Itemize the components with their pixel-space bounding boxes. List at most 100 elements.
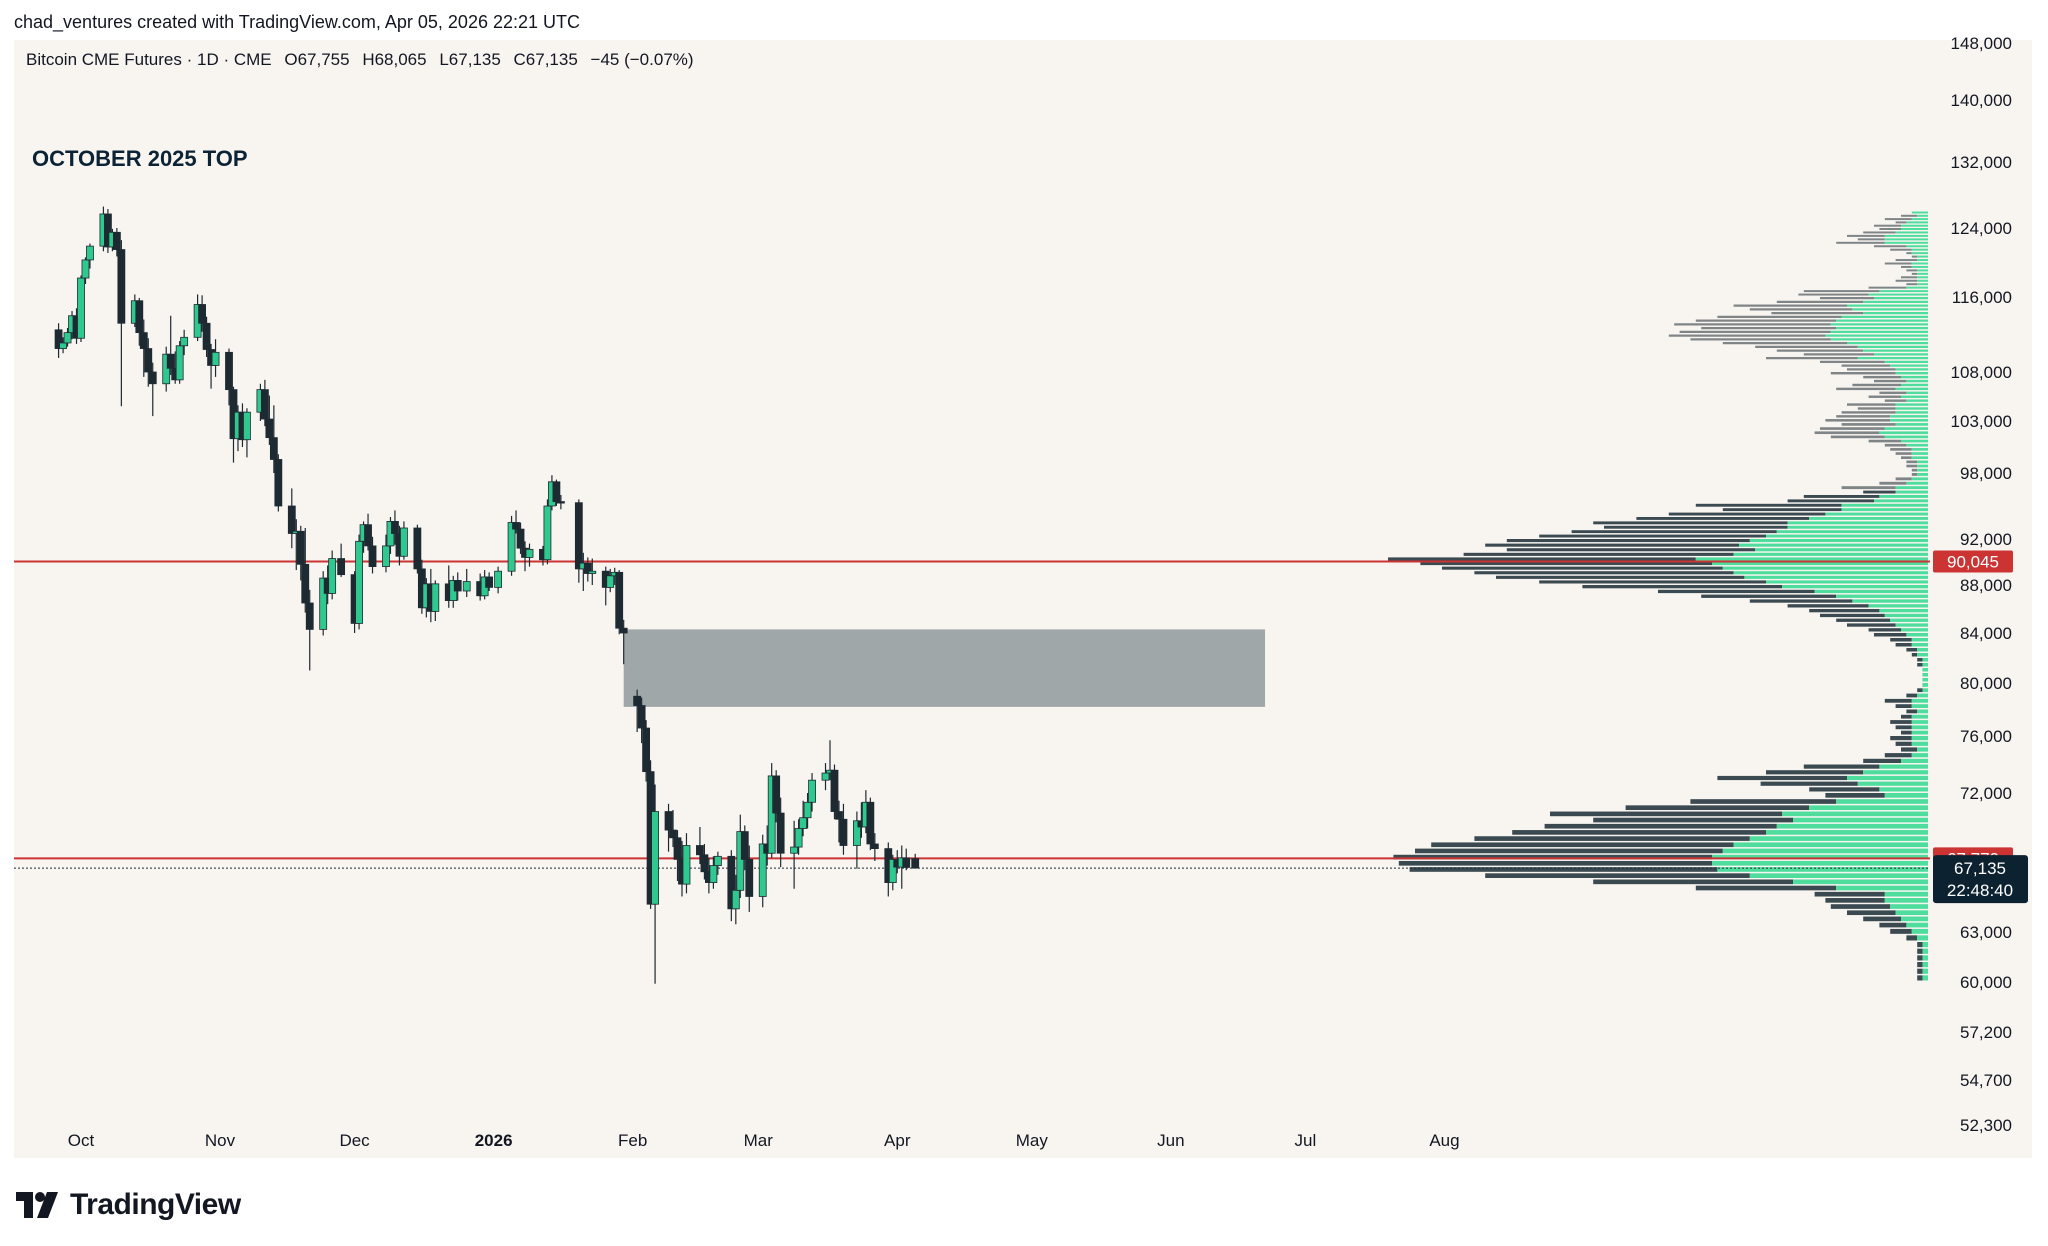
volume-profile-bar xyxy=(1717,775,1847,781)
volume-profile-bar xyxy=(1884,427,1928,430)
volume-profile-bar xyxy=(1852,308,1928,311)
volume-profile-bar xyxy=(1911,477,1928,481)
volume-profile-bar xyxy=(1722,848,1928,854)
volume-profile-bar xyxy=(1917,272,1928,275)
candle xyxy=(727,850,736,922)
x-tick-label: Apr xyxy=(884,1131,911,1150)
volume-profile-bar xyxy=(1895,910,1928,916)
volume-profile-bar xyxy=(1636,517,1810,520)
volume-profile-bar xyxy=(1712,854,1928,860)
candle xyxy=(911,853,920,869)
volume-profile-bar xyxy=(1847,368,1896,371)
volume-profile-bar xyxy=(1890,419,1928,422)
candle xyxy=(225,348,233,406)
volume-profile-bar xyxy=(1874,224,1901,227)
volume-profile-bar xyxy=(1879,495,1928,498)
legend-low: L67,135 xyxy=(439,50,501,69)
volume-profile-bar xyxy=(1901,916,1928,922)
volume-profile-bar xyxy=(1922,955,1928,961)
volume-profile-bar xyxy=(1901,228,1928,230)
y-axis: 148,000 140,000 132,000 124,000 116,000 108,0… xyxy=(1951,34,2012,1135)
volume-profile-bar xyxy=(1409,867,1718,872)
volume-profile-bar xyxy=(1841,315,1928,318)
volume-profile-bar xyxy=(1825,512,1928,516)
legend-change: −45 (−0.07%) xyxy=(590,50,694,69)
volume-profile-bar xyxy=(1917,653,1928,657)
candle xyxy=(669,809,677,848)
candle xyxy=(319,571,328,636)
volume-profile-bar xyxy=(1820,360,1885,363)
volume-profile-bar xyxy=(1901,214,1918,217)
volume-profile-bar xyxy=(1911,473,1918,476)
volume-profile-bar xyxy=(1841,411,1896,414)
candle xyxy=(713,851,722,875)
volume-profile-bar xyxy=(1782,585,1928,589)
volume-profile-bar xyxy=(1906,481,1928,485)
volume-profile-bar xyxy=(1863,300,1928,303)
volume-profile-bar xyxy=(1701,327,1837,330)
volume-profile-bar xyxy=(1539,580,1766,584)
volume-profile-bar xyxy=(1917,473,1928,476)
candle xyxy=(391,510,399,545)
candle xyxy=(305,589,314,671)
volume-profile-bar xyxy=(1884,435,1928,439)
volume-profile-bar xyxy=(1911,730,1928,735)
volume-profile-bar xyxy=(1604,525,1788,529)
volume-profile-bar xyxy=(1766,770,1864,775)
volume-profile-bar xyxy=(1890,720,1912,724)
volume-profile-bar xyxy=(1911,704,1928,708)
volume-profile-bar xyxy=(1917,460,1928,464)
candle xyxy=(117,240,126,407)
volume-profile-bar xyxy=(1722,566,1928,570)
x-tick-label: Nov xyxy=(205,1131,236,1150)
volume-profile-bar xyxy=(1674,323,1831,326)
volume-profile-bar xyxy=(1496,575,1745,579)
volume-profile-bar xyxy=(1868,604,1928,608)
gap-zone xyxy=(623,629,1266,707)
volume-profile-bar xyxy=(1895,452,1912,455)
volume-profile-bar xyxy=(1868,439,1901,443)
volume-profile-bar xyxy=(1836,799,1928,804)
candle xyxy=(180,329,189,356)
y-tick-label: 98,000 xyxy=(1960,464,2012,483)
volume-profile-bar xyxy=(1868,395,1901,398)
volume-profile-bar xyxy=(1890,618,1928,622)
chart-attribution: chad_ventures created with TradingView.c… xyxy=(14,12,580,32)
volume-profile-bar xyxy=(1690,338,1831,341)
volume-profile-bar xyxy=(1895,279,1918,282)
y-tick-label: 84,000 xyxy=(1960,624,2012,643)
volume-profile-bar xyxy=(1809,609,1880,613)
volume-profile-bar xyxy=(1485,873,1750,878)
volume-profile-bar xyxy=(1695,503,1842,507)
volume-profile-bar xyxy=(1917,658,1923,662)
volume-profile-bar xyxy=(1895,372,1928,375)
volume-profile-bar xyxy=(1906,709,1918,714)
volume-profile-bar xyxy=(1857,357,1928,360)
candles-layer xyxy=(54,206,920,984)
candle xyxy=(709,856,718,889)
volume-profile-bar xyxy=(1733,571,1928,575)
candle xyxy=(328,550,337,600)
volume-profile-bar xyxy=(1911,928,1928,934)
y-tick-label: 57,200 xyxy=(1960,1023,2012,1042)
volume-profile-bar xyxy=(1733,842,1928,848)
x-tick-label: 2026 xyxy=(475,1131,513,1150)
volume-profile-bar xyxy=(1879,391,1907,395)
volume-profile-bar xyxy=(1803,290,1880,293)
volume-profile-bar xyxy=(1895,741,1912,746)
volume-profile-bar xyxy=(1911,643,1928,647)
volume-profile-bar xyxy=(1809,517,1928,520)
chart-area[interactable] xyxy=(14,40,2032,1158)
volume-profile-bar xyxy=(1895,623,1928,627)
volume-profile-bar xyxy=(1917,648,1928,652)
volume-profile-bar xyxy=(1787,604,1869,608)
volume-profile-bar xyxy=(1712,562,1928,566)
candle xyxy=(148,362,157,417)
candle xyxy=(696,826,704,865)
volume-profile-bar xyxy=(1836,885,1928,891)
volume-profile-bar xyxy=(1901,395,1928,398)
volume-profile-bar xyxy=(1814,891,1885,897)
candle xyxy=(211,339,220,377)
candle xyxy=(175,341,184,384)
